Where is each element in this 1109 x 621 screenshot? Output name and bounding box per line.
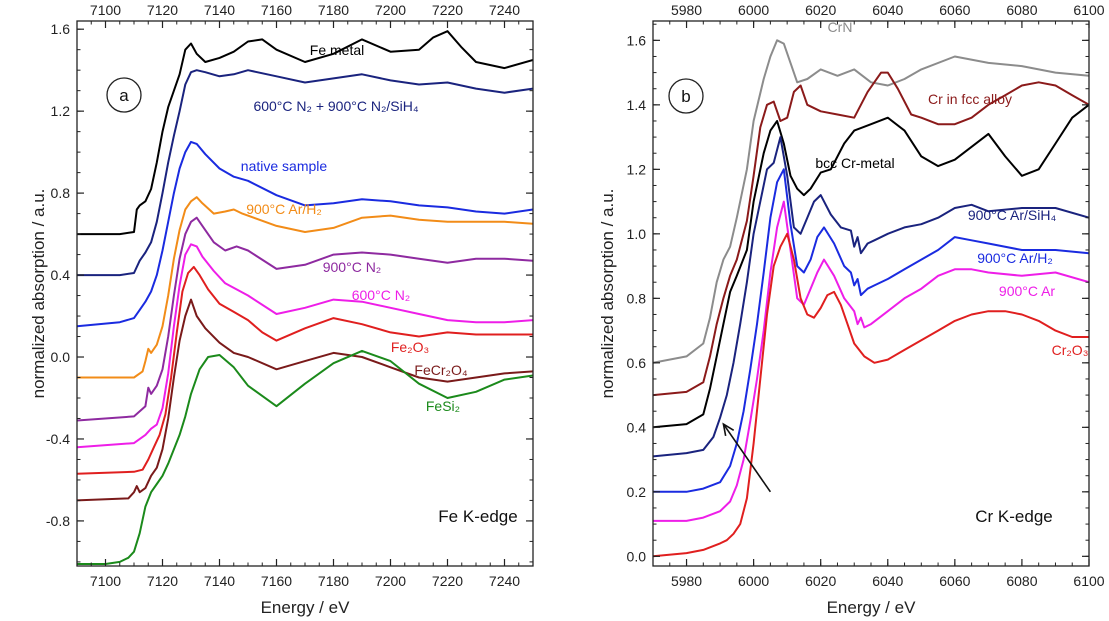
x-tick-label-top: 6080 (1006, 2, 1037, 18)
x-tick-label-top: 7140 (204, 2, 235, 18)
panel-a-fe-k-edge: 7100 7100 7120 7120 7140 7140 7160 7160 7180 7180… (29, 2, 534, 617)
x-tick-label: 6000 (738, 573, 769, 589)
y-tick-label: 1.4 (627, 97, 647, 113)
y-tick-label: 0.4 (51, 267, 71, 283)
series-line-2 (653, 104, 1089, 429)
series-line-6 (653, 232, 1089, 558)
edge-annotation: Cr K-edge (975, 507, 1052, 526)
curve-label-5: 600°C N₂ (352, 287, 411, 303)
x-tick-label-top: 7160 (261, 2, 292, 18)
x-tick-label-top: 6020 (805, 2, 836, 18)
x-tick-label-top: 6000 (738, 2, 769, 18)
y-tick-label: 1.0 (627, 226, 647, 242)
curve-label-0: CrN (828, 19, 853, 35)
y-tick-label: 0.8 (51, 185, 71, 201)
x-tick-label: 7100 (90, 573, 121, 589)
curve-label-4: 900°C Ar/H₂ (977, 250, 1053, 266)
x-tick-label: 7120 (147, 573, 178, 589)
panel-letter: a (119, 86, 129, 105)
series-line-6 (77, 265, 533, 475)
series-line-2 (77, 140, 533, 328)
curve-label-6: Cr₂O₃ (1052, 342, 1089, 358)
x-tick-label: 7160 (261, 573, 292, 589)
x-tick-label: 7200 (375, 573, 406, 589)
series-line-5 (77, 243, 533, 449)
x-tick-label-top: 7120 (147, 2, 178, 18)
curve-label-2: native sample (241, 158, 328, 174)
curve-label-7: FeCr₂O₄ (414, 362, 467, 378)
series-line-5 (653, 200, 1089, 522)
series-line-0 (77, 30, 533, 236)
curve-label-1: Cr in fcc alloy (928, 91, 1012, 107)
curve-label-0: Fe metal (310, 42, 364, 58)
x-tick-label-top: 7100 (90, 2, 121, 18)
curve-label-3: 900°C Ar/SiH₄ (968, 207, 1057, 223)
y-axis-title: normalized absorption / a.u. (598, 189, 617, 399)
series-line-3 (77, 196, 533, 379)
x-tick-label-top: 6100 (1073, 2, 1104, 18)
y-axis-title: normalized absorption / a.u. (29, 189, 48, 399)
x-tick-label: 6040 (872, 573, 903, 589)
panel-letter-circle (668, 78, 704, 114)
curve-label-2: bcc Cr-metal (815, 155, 894, 171)
x-tick-label-top: 7200 (375, 2, 406, 18)
curve-label-5: 900°C Ar (999, 283, 1056, 299)
y-tick-label: 0.0 (627, 548, 647, 564)
arrow-head (722, 422, 735, 437)
y-tick-label: 0.2 (627, 484, 647, 500)
x-tick-label: 7140 (204, 573, 235, 589)
series-line-0 (653, 39, 1089, 364)
y-tick-label: 0.0 (51, 349, 71, 365)
curve-label-1: 600°C N₂ + 900°C N₂/SiH₄ (253, 98, 418, 114)
x-tick-label: 6100 (1073, 573, 1104, 589)
edge-annotation: Fe K-edge (438, 507, 517, 526)
x-tick-label: 5980 (671, 573, 702, 589)
x-tick-label-top: 7180 (318, 2, 349, 18)
x-axis-title: Energy / eV (261, 598, 350, 617)
series-line-7 (77, 298, 533, 502)
panel-letter-circle (106, 77, 142, 113)
y-tick-label: -0.8 (46, 513, 70, 529)
x-tick-label-top: 6040 (872, 2, 903, 18)
series-line-3 (653, 136, 1089, 458)
x-tick-label: 6020 (805, 573, 836, 589)
x-tick-label-top: 5980 (671, 2, 702, 18)
series-group (77, 30, 533, 565)
series-line-1 (653, 71, 1089, 397)
x-axis-title: Energy / eV (827, 598, 916, 617)
y-tick-label: 0.8 (627, 290, 647, 306)
x-tick-label-top: 7240 (489, 2, 520, 18)
panel-letter: b (681, 87, 690, 106)
curve-label-6: Fe₂O₃ (391, 339, 429, 355)
y-tick-label: 1.2 (627, 161, 647, 177)
series-line-4 (653, 168, 1089, 493)
series-line-4 (77, 216, 533, 422)
y-tick-label: -0.4 (46, 431, 70, 447)
y-tick-label: 0.4 (627, 419, 647, 435)
arrow-shaft (722, 423, 772, 493)
y-tick-label: 1.2 (51, 103, 71, 119)
curve-label-8: FeSi₂ (426, 398, 460, 414)
series-group (653, 39, 1089, 558)
curve-label-4: 900°C N₂ (323, 259, 382, 275)
y-tick-label: 0.6 (627, 355, 647, 371)
x-tick-label-top: 7220 (432, 2, 463, 18)
panel-b-cr-k-edge: 5980 5980 6000 6000 6020 6020 6040 6040 6060 6060… (598, 2, 1105, 617)
x-tick-label: 7220 (432, 573, 463, 589)
series-line-8 (77, 349, 533, 565)
x-tick-label: 6060 (939, 573, 970, 589)
x-tick-label: 7180 (318, 573, 349, 589)
curve-label-3: 900°C Ar/H₂ (246, 201, 322, 217)
y-tick-label: 1.6 (627, 32, 647, 48)
x-tick-label-top: 6060 (939, 2, 970, 18)
series-line-1 (77, 69, 533, 277)
x-tick-label: 6080 (1006, 573, 1037, 589)
y-tick-label: 1.6 (51, 21, 71, 37)
x-tick-label: 7240 (489, 573, 520, 589)
